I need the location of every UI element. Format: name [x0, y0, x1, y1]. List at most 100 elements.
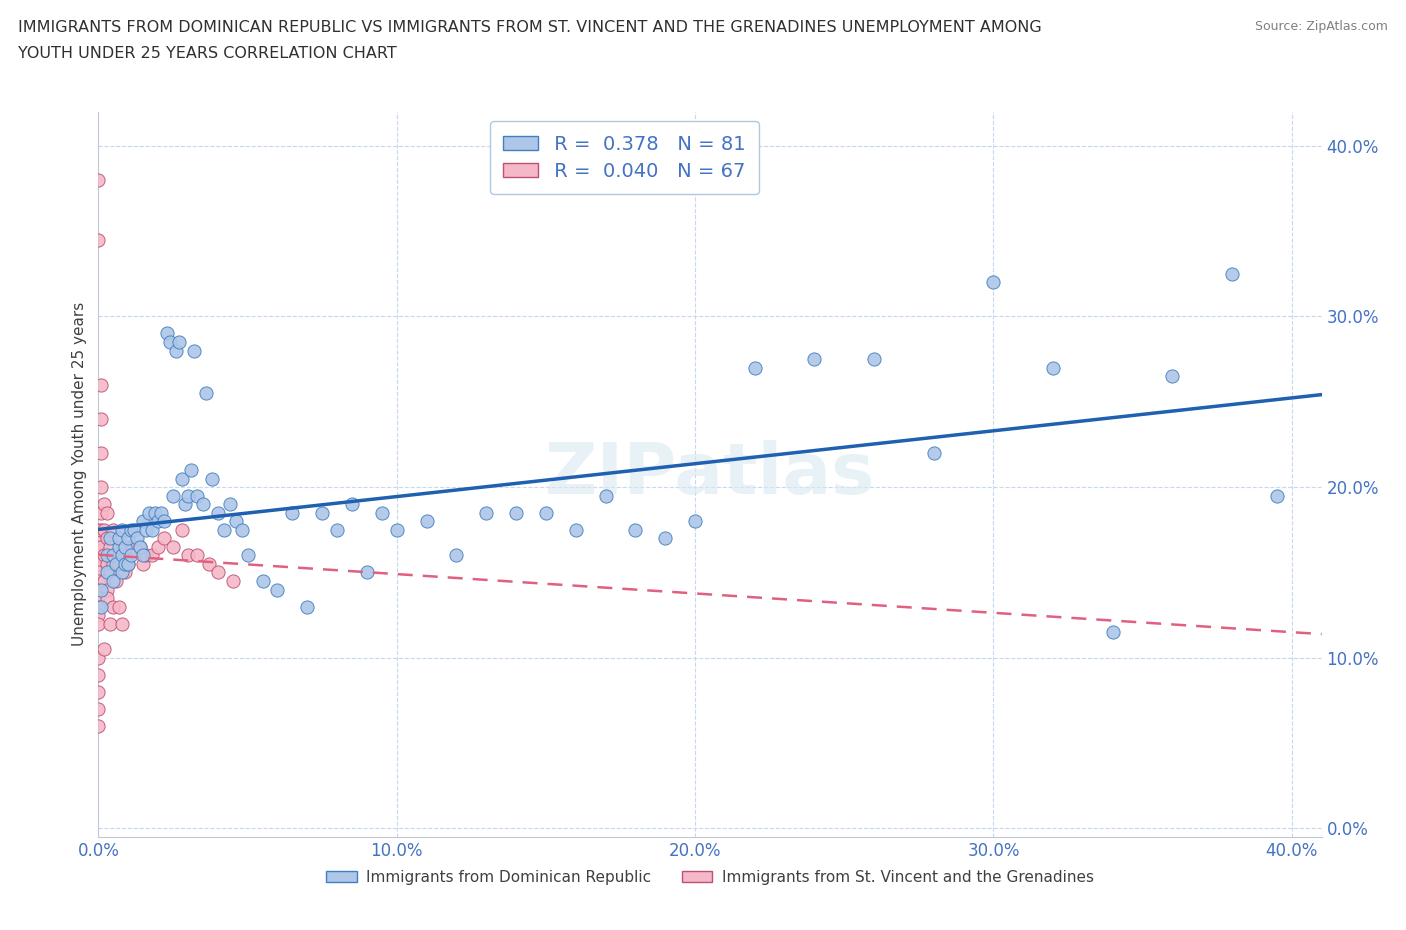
- Point: [180, 462, 202, 477]
- Point: [122, 539, 145, 554]
- Point: [167, 335, 190, 350]
- Text: IMMIGRANTS FROM DOMINICAN REPUBLIC VS IMMIGRANTS FROM ST. VINCENT AND THE GRENAD: IMMIGRANTS FROM DOMINICAN REPUBLIC VS IM…: [18, 20, 1042, 35]
- Point: [114, 565, 136, 580]
- Point: [150, 505, 173, 520]
- Point: [221, 574, 243, 589]
- Point: [165, 343, 187, 358]
- Point: [132, 513, 155, 528]
- Point: [153, 531, 176, 546]
- Point: [138, 505, 160, 520]
- Point: [565, 523, 588, 538]
- Point: [87, 523, 110, 538]
- Point: [624, 523, 647, 538]
- Point: [96, 582, 118, 597]
- Legend: Immigrants from Dominican Republic, Immigrants from St. Vincent and the Grenadin: Immigrants from Dominican Republic, Immi…: [321, 864, 1099, 891]
- Point: [225, 513, 247, 528]
- Point: [111, 617, 134, 631]
- Text: ZIPatlas: ZIPatlas: [546, 440, 875, 509]
- Point: [135, 523, 157, 538]
- Point: [135, 548, 157, 563]
- Point: [340, 497, 363, 512]
- Point: [266, 582, 288, 597]
- Point: [108, 531, 131, 546]
- Point: [127, 531, 149, 546]
- Point: [87, 719, 110, 734]
- Point: [159, 335, 181, 350]
- Point: [252, 574, 274, 589]
- Point: [863, 352, 886, 366]
- Text: YOUTH UNDER 25 YEARS CORRELATION CHART: YOUTH UNDER 25 YEARS CORRELATION CHART: [18, 46, 396, 61]
- Point: [90, 411, 112, 426]
- Point: [117, 531, 139, 546]
- Point: [111, 548, 134, 563]
- Point: [87, 556, 110, 571]
- Point: [122, 523, 145, 538]
- Point: [146, 513, 169, 528]
- Point: [87, 650, 110, 665]
- Point: [1161, 368, 1184, 383]
- Point: [111, 539, 134, 554]
- Point: [207, 565, 229, 580]
- Point: [170, 472, 193, 486]
- Point: [475, 505, 498, 520]
- Point: [654, 531, 676, 546]
- Point: [90, 599, 112, 614]
- Y-axis label: Unemployment Among Youth under 25 years: Unemployment Among Youth under 25 years: [72, 302, 87, 646]
- Point: [201, 472, 224, 486]
- Point: [143, 505, 166, 520]
- Point: [93, 523, 115, 538]
- Point: [87, 582, 110, 597]
- Point: [90, 445, 112, 460]
- Point: [96, 591, 118, 605]
- Point: [87, 172, 110, 187]
- Point: [183, 343, 205, 358]
- Point: [93, 574, 115, 589]
- Point: [117, 556, 139, 571]
- Point: [326, 523, 349, 538]
- Point: [117, 556, 139, 571]
- Point: [177, 548, 200, 563]
- Point: [114, 556, 136, 571]
- Point: [114, 539, 136, 554]
- Point: [103, 523, 125, 538]
- Point: [90, 505, 112, 520]
- Point: [1042, 360, 1064, 375]
- Point: [194, 386, 217, 401]
- Point: [534, 505, 557, 520]
- Point: [87, 565, 110, 580]
- Point: [90, 582, 112, 597]
- Point: [87, 617, 110, 631]
- Point: [162, 488, 184, 503]
- Point: [141, 548, 163, 563]
- Point: [87, 531, 110, 546]
- Point: [93, 548, 115, 563]
- Point: [87, 607, 110, 622]
- Point: [108, 539, 131, 554]
- Point: [96, 548, 118, 563]
- Point: [129, 539, 152, 554]
- Text: Source: ZipAtlas.com: Source: ZipAtlas.com: [1254, 20, 1388, 33]
- Point: [96, 556, 118, 571]
- Point: [87, 599, 110, 614]
- Point: [922, 445, 945, 460]
- Point: [103, 574, 125, 589]
- Point: [87, 701, 110, 716]
- Point: [983, 275, 1005, 290]
- Point: [356, 565, 378, 580]
- Point: [231, 523, 253, 538]
- Point: [218, 497, 240, 512]
- Point: [108, 556, 131, 571]
- Point: [98, 539, 121, 554]
- Point: [311, 505, 333, 520]
- Point: [90, 539, 112, 554]
- Point: [162, 539, 184, 554]
- Point: [120, 539, 142, 554]
- Point: [87, 668, 110, 683]
- Point: [174, 497, 197, 512]
- Point: [146, 539, 169, 554]
- Point: [505, 505, 527, 520]
- Point: [87, 591, 110, 605]
- Point: [98, 531, 121, 546]
- Point: [96, 505, 118, 520]
- Point: [744, 360, 766, 375]
